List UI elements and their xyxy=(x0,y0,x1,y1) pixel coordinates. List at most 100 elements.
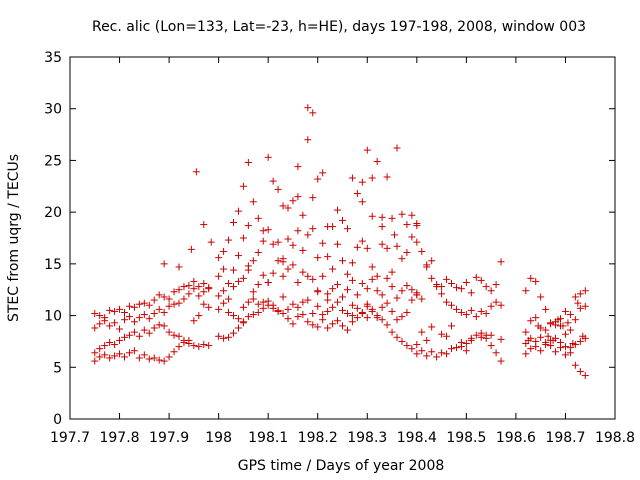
data-point xyxy=(324,296,332,304)
data-point xyxy=(284,235,292,243)
data-point xyxy=(418,247,426,255)
data-point xyxy=(150,296,158,304)
data-point xyxy=(329,223,337,231)
data-point xyxy=(532,343,540,351)
data-point xyxy=(91,357,99,365)
data-point xyxy=(378,291,386,299)
y-tick-label: 25 xyxy=(44,153,62,169)
x-tick-label: 197.7 xyxy=(50,430,90,446)
data-point xyxy=(135,314,143,322)
data-point xyxy=(220,299,228,307)
data-point xyxy=(220,247,228,255)
data-point xyxy=(448,345,455,353)
data-point xyxy=(482,310,490,318)
data-point xyxy=(304,104,312,112)
data-point xyxy=(225,280,233,288)
data-point xyxy=(244,158,252,166)
data-point xyxy=(121,353,128,361)
y-tick-label: 10 xyxy=(44,309,62,325)
data-point xyxy=(487,287,495,295)
data-point xyxy=(205,303,213,311)
data-point xyxy=(358,178,366,186)
data-point xyxy=(492,298,500,306)
data-point xyxy=(443,350,451,358)
data-point xyxy=(428,348,436,356)
data-point xyxy=(497,335,505,343)
data-point xyxy=(319,316,327,324)
data-point xyxy=(559,322,567,330)
x-tick-label: 198.8 xyxy=(595,430,635,446)
data-point xyxy=(269,304,277,312)
data-point xyxy=(522,287,530,295)
data-point xyxy=(140,311,148,319)
data-point xyxy=(234,315,242,323)
data-point xyxy=(269,177,277,185)
data-point xyxy=(274,185,282,193)
data-point xyxy=(418,347,426,355)
data-point xyxy=(175,263,183,271)
data-point xyxy=(393,333,401,341)
data-point xyxy=(249,198,257,206)
data-point xyxy=(462,347,470,355)
data-point xyxy=(309,310,317,318)
data-point xyxy=(170,348,178,356)
data-point xyxy=(314,254,322,262)
data-point xyxy=(259,237,267,245)
data-point xyxy=(532,314,540,322)
data-point xyxy=(116,336,124,344)
data-point xyxy=(393,144,401,152)
data-point xyxy=(388,328,396,336)
data-point xyxy=(393,242,401,250)
data-point xyxy=(170,288,178,296)
data-point xyxy=(383,274,391,282)
data-point xyxy=(418,295,426,303)
data-point xyxy=(408,233,416,241)
x-tick-label: 198.1 xyxy=(248,430,288,446)
data-point xyxy=(175,343,183,351)
data-point xyxy=(145,315,153,323)
data-point xyxy=(487,302,495,310)
data-point xyxy=(373,157,381,165)
data-point xyxy=(482,331,490,339)
data-point xyxy=(259,304,267,312)
data-point xyxy=(304,318,312,326)
data-point xyxy=(284,265,292,273)
data-point xyxy=(239,318,247,326)
data-point xyxy=(314,323,322,331)
data-point xyxy=(244,222,252,230)
data-point xyxy=(319,169,327,177)
data-point xyxy=(358,280,366,288)
data-point xyxy=(472,313,480,321)
data-point xyxy=(462,278,470,286)
data-point xyxy=(239,303,247,311)
data-point xyxy=(319,272,327,280)
data-point xyxy=(343,270,351,278)
data-point xyxy=(116,325,124,333)
data-point xyxy=(391,231,399,239)
data-point xyxy=(185,290,193,298)
data-point xyxy=(576,290,584,298)
data-point xyxy=(343,286,351,294)
data-point xyxy=(180,283,188,291)
data-point xyxy=(408,286,416,294)
data-point xyxy=(378,240,386,248)
data-point xyxy=(299,298,307,306)
data-point xyxy=(566,311,574,319)
data-point xyxy=(140,326,148,334)
data-point xyxy=(576,304,584,312)
data-point xyxy=(254,214,262,222)
data-point xyxy=(309,109,317,117)
data-point xyxy=(383,299,391,307)
data-point xyxy=(274,257,282,265)
data-point xyxy=(264,226,272,234)
data-point xyxy=(398,337,406,345)
data-point xyxy=(289,241,297,249)
data-point xyxy=(130,303,138,311)
data-point xyxy=(547,342,555,350)
data-point xyxy=(329,320,337,328)
data-point xyxy=(574,299,582,307)
data-point xyxy=(150,354,158,362)
data-point xyxy=(304,136,312,144)
data-point xyxy=(403,342,411,350)
data-point xyxy=(294,227,302,235)
